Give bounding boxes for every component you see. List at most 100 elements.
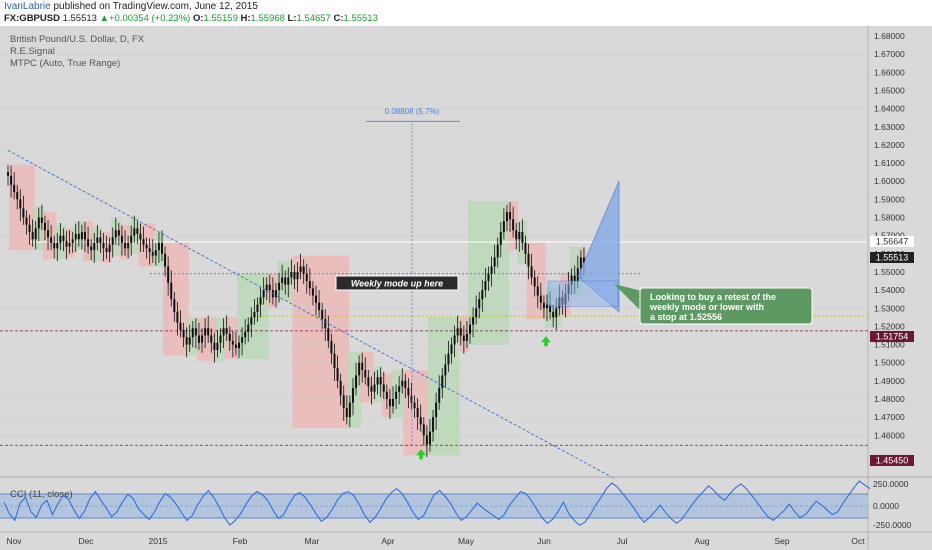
candle: [71, 239, 74, 243]
bear-zone: [9, 164, 35, 251]
callout-box[interactable]: [639, 287, 813, 325]
mode-level-value: 1.51754: [876, 332, 909, 342]
candle: [539, 295, 542, 303]
candle: [472, 317, 475, 325]
chart-canvas[interactable]: British Pound/U.S. Dollar, D, FX R.E.Sig…: [0, 26, 932, 550]
candle: [222, 328, 225, 336]
candle: [509, 212, 512, 220]
annotations[interactable]: 0.08808 (5.7%) Weekly mode up here Looki…: [335, 107, 813, 325]
y-tick-label: 1.68000: [874, 31, 905, 41]
candle: [25, 217, 28, 225]
price-pane[interactable]: [0, 35, 868, 480]
candle: [231, 340, 234, 345]
candle: [197, 335, 200, 343]
target-box[interactable]: [547, 280, 619, 307]
candle: [47, 230, 50, 238]
candle: [361, 362, 364, 370]
current-price-tag: [870, 252, 914, 263]
candle: [53, 242, 56, 249]
y-tick-label: 1.55000: [874, 267, 905, 277]
x-tick-label: Oct: [851, 536, 865, 546]
candle: [382, 384, 385, 392]
candle: [447, 353, 450, 365]
symbol-label[interactable]: FX:GBPUSD: [4, 13, 60, 24]
candle: [296, 271, 299, 280]
candle: [441, 375, 444, 389]
y-tick-label: 1.47000: [874, 412, 905, 422]
candle: [385, 391, 388, 399]
candle: [299, 266, 302, 272]
candle: [247, 324, 250, 332]
candle: [428, 431, 431, 445]
candle: [105, 248, 108, 252]
legend-title: British Pound/U.S. Dollar, D, FX: [10, 34, 145, 45]
candle: [493, 257, 496, 267]
buy-arrow-icon: [541, 336, 551, 347]
candle: [216, 342, 219, 350]
change-value: +0.00354 (+0.23%): [108, 13, 191, 24]
candle: [505, 212, 508, 222]
cci-tick-lower: -250.0000: [873, 520, 912, 530]
candle: [167, 266, 170, 283]
candle: [108, 244, 111, 252]
candle: [450, 344, 453, 354]
drawings[interactable]: [7, 120, 620, 480]
candle: [502, 221, 505, 233]
x-tick-label: Apr: [381, 536, 394, 546]
candle: [7, 172, 9, 176]
candle: [68, 242, 71, 247]
candle: [90, 246, 93, 251]
candle: [268, 284, 271, 291]
candle: [96, 237, 99, 243]
candle: [524, 242, 527, 254]
y-tick-label: 1.61000: [874, 158, 905, 168]
candle: [62, 235, 65, 242]
author-link[interactable]: IvanLabrie: [4, 1, 51, 12]
y-tick-label: 1.49000: [874, 376, 905, 386]
candle: [422, 424, 425, 436]
cci-pane[interactable]: CCI (11, close) 250.0000 0.0000 -250.000…: [0, 479, 912, 530]
price-axis[interactable]: 1.68000 1.67000 1.66000 1.65000 1.64000 1.630…: [867, 26, 905, 550]
candle: [130, 235, 133, 243]
cci-title: CCI (11, close): [10, 489, 73, 500]
callout-pointer: [614, 284, 646, 316]
candle: [37, 217, 40, 229]
callout-line-3: a stop at 1.52556: [650, 312, 722, 322]
candle: [265, 284, 268, 291]
candle: [432, 417, 435, 432]
candle: [161, 242, 163, 254]
candle: [515, 230, 518, 240]
candle: [213, 342, 216, 350]
time-axis[interactable]: Nov Dec 2015 Feb Mar Apr May Jun Jul Aug Sep Oct: [0, 531, 932, 546]
x-tick-label: Sep: [774, 536, 789, 546]
candle: [333, 353, 336, 369]
candle: [127, 242, 130, 249]
legend-indicator-2: MTPC (Auto, True Range): [10, 58, 120, 69]
downtrend-line[interactable]: [7, 149, 616, 480]
candle: [87, 239, 90, 247]
candle: [336, 368, 339, 381]
candle: [201, 335, 204, 343]
candle: [65, 241, 68, 247]
close-label: C:: [333, 13, 344, 24]
candle: [185, 337, 188, 345]
candle: [120, 235, 123, 243]
candle: [154, 250, 157, 256]
candle: [469, 324, 471, 334]
candle: [435, 402, 438, 418]
candle: [398, 386, 401, 392]
candle: [102, 242, 105, 249]
candle: [241, 337, 244, 343]
y-tick-label: 1.54000: [874, 285, 905, 295]
candle: [487, 273, 490, 282]
weekly-mode-box[interactable]: [335, 275, 459, 291]
candle: [28, 224, 31, 233]
measure-label: 0.08808 (5.7%): [385, 107, 440, 116]
candle: [579, 257, 582, 269]
y-tick-label: 1.63000: [874, 122, 905, 132]
candle: [173, 299, 176, 312]
candle: [43, 222, 46, 231]
candle: [188, 337, 191, 345]
candle: [182, 330, 185, 338]
candle: [376, 377, 379, 385]
